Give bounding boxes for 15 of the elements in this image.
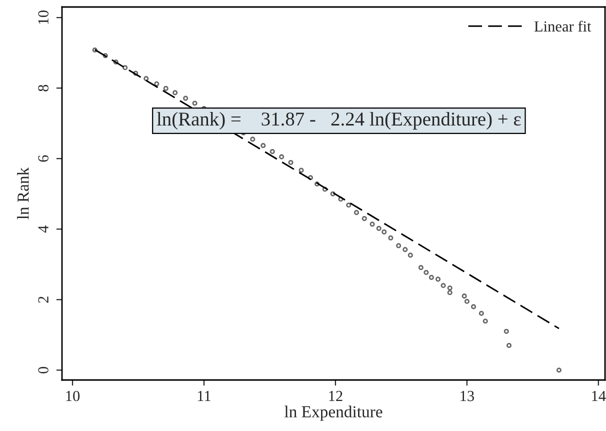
- x-tick-label: 13: [460, 390, 474, 402]
- y-axis-title: ln Rank: [17, 167, 29, 220]
- y-tick-label: 8: [38, 84, 48, 92]
- x-axis-title: ln Expenditure: [284, 406, 382, 421]
- x-tick-label: 14: [592, 390, 606, 402]
- y-tick-label: 4: [38, 226, 48, 233]
- y-tick-label: 10: [38, 10, 48, 24]
- y-tick-label: 6: [38, 155, 48, 162]
- y-tick-label: 0: [38, 366, 48, 374]
- x-tick-label: 10: [66, 390, 80, 402]
- y-tick-label: 2: [38, 296, 48, 303]
- x-tick-label: 11: [198, 390, 210, 402]
- legend-label: Linear fit: [534, 20, 592, 32]
- x-tick-label: 12: [329, 390, 342, 402]
- annotation: ln(Rank) = 31.87 - 2.24 ln(Expenditure) + ε: [156, 112, 521, 130]
